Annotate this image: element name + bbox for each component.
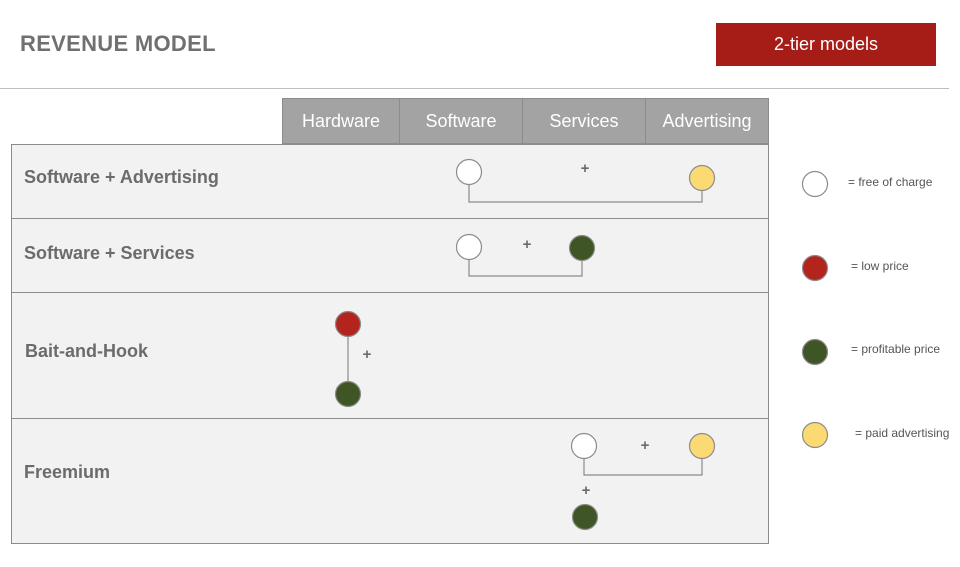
legend-advertising-swatch [801, 421, 829, 449]
legend-profitable-swatch [801, 338, 829, 366]
legend-label-free: = free of charge [848, 175, 933, 189]
column-header-services: Services [522, 98, 646, 144]
legend-free-swatch [801, 170, 829, 198]
row-freemium: Freemium [11, 418, 769, 544]
row-software-advertising: Software + Advertising [11, 144, 769, 219]
column-header-advertising: Advertising [645, 98, 769, 144]
two-tier-models-badge: 2-tier models [716, 23, 936, 66]
row-software-services: Software + Services [11, 218, 769, 293]
row-label-software-services: Software + Services [24, 243, 195, 263]
row-label-bait-and-hook: Bait-and-Hook [25, 341, 148, 361]
legend-label-advertising: = paid advertising [855, 426, 950, 440]
column-header-software: Software [399, 98, 523, 144]
legend-low-price-swatch [801, 254, 829, 282]
column-header-hardware: Hardware [282, 98, 400, 144]
row-label-software-advertising: Software + Advertising [24, 167, 219, 187]
row-label-freemium: Freemium [24, 462, 111, 482]
title-divider [0, 88, 949, 89]
page-title: REVENUE MODEL [20, 31, 216, 56]
row-bait-and-hook: Bait-and-Hook [11, 292, 769, 419]
legend-label-low-price: = low price [851, 259, 909, 273]
legend-label-profitable: = profitable price [851, 342, 941, 356]
